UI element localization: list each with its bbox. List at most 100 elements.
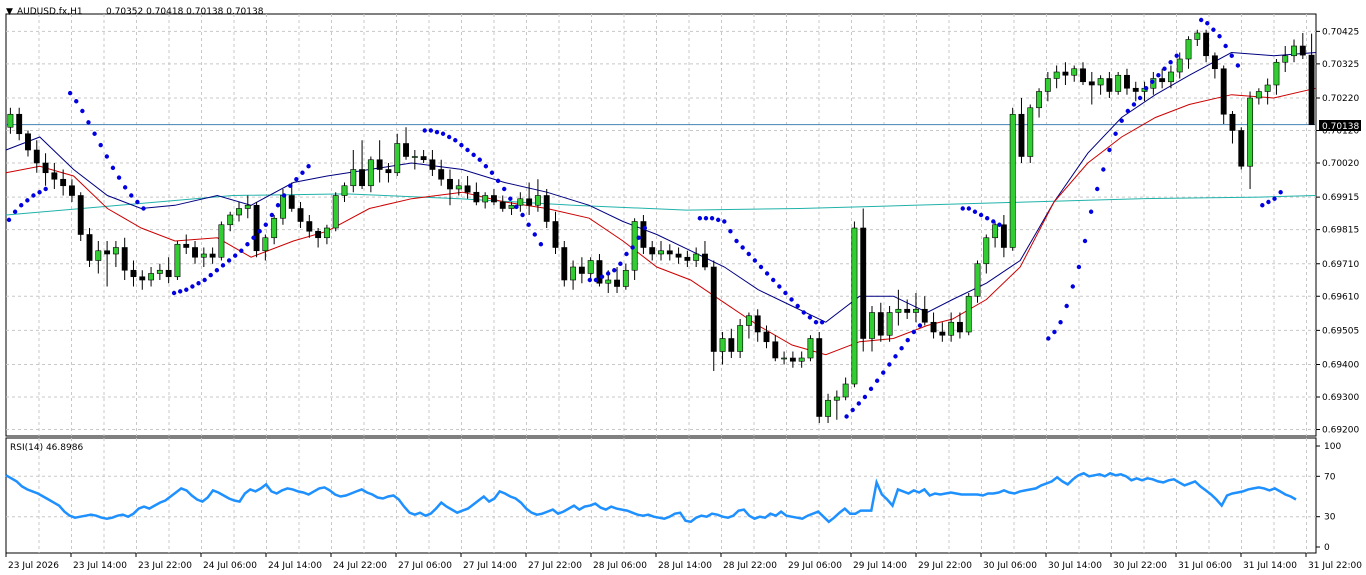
sar-dot [905,337,910,343]
price-tick-label: 0.70425 [1322,27,1359,37]
candle [192,241,198,264]
candle-body [702,253,708,268]
candle-body [1000,224,1007,248]
candle [649,241,656,261]
sar-dot [471,152,476,158]
candle-body [1044,78,1051,92]
sar-dot [1095,186,1100,192]
candle [306,215,313,238]
candle [1185,36,1192,69]
candle [1308,33,1315,125]
candle-body [306,221,313,232]
candle-body [1080,68,1086,83]
sar-dot [110,165,116,171]
time-tick-label: 24 Jul 22:00 [333,561,387,571]
candle [271,215,278,245]
price-tick-label: 0.69815 [1322,226,1359,236]
sar-dot [728,229,733,234]
candle [16,107,23,141]
candle [491,189,497,206]
candle-body [561,247,568,281]
sar-dot [984,216,990,221]
candle [578,257,585,284]
candle [499,195,506,212]
candle [200,247,207,267]
candle-body [798,357,805,362]
sar-dot [850,407,855,413]
candle [394,133,401,176]
candle-body [877,312,884,336]
candle [367,156,374,193]
candle [1106,72,1113,98]
candle [904,299,911,319]
candle-body [640,221,647,248]
candle [51,163,58,189]
sar-dot [1174,53,1179,58]
candle-body [983,237,990,265]
candle [614,267,620,293]
candle [1159,68,1166,89]
candle-body [1097,78,1104,86]
candle [7,107,14,134]
candle-body [253,204,260,252]
candle [825,393,831,423]
candle [482,192,489,209]
sar-dot [177,289,183,294]
symbol-dropdown-icon[interactable]: ▼ [6,7,13,17]
candle-body [930,321,937,333]
sar-dot [446,134,452,140]
sar-dot [960,206,965,211]
candle [1071,65,1078,82]
candle [526,182,533,215]
candle-body [86,234,93,261]
candle [702,241,708,271]
candle [816,332,823,423]
sar-dot [1235,63,1241,68]
candle [974,260,981,303]
sar-dot [489,170,495,175]
sar-dot [593,277,599,283]
sar-dot [881,370,886,375]
candle [1027,104,1034,163]
candle-body [7,113,14,128]
candle [886,306,893,342]
candle [754,309,761,342]
candle [1282,46,1289,72]
candle-body [60,178,67,187]
time-tick-label: 28 Jul 06:00 [593,561,647,571]
candle-body [869,312,875,339]
candle [517,192,524,212]
candle-body [1194,32,1201,40]
sar-dot [1198,17,1204,23]
candle [737,319,744,358]
sar-dot [887,362,892,367]
candle [1132,81,1139,102]
candle [640,215,647,254]
candle [95,241,102,274]
candle-body [1299,45,1306,56]
main-panel-frame [5,13,1317,437]
candle [1000,215,1007,258]
sar-dot [917,323,923,328]
price-tick-label: 0.70020 [1322,159,1359,169]
candle [218,221,225,261]
ohlc-label: 0.70352 0.70418 0.70138 0.70138 [106,7,264,17]
candle [1124,68,1130,95]
time-tick-label: 23 Jul 22:00 [138,561,192,571]
candle [464,176,471,199]
sar-dot [752,258,758,263]
candle [693,247,700,267]
sar-dot [1052,329,1057,335]
candle-body [675,253,682,258]
sar-dot [239,248,244,253]
candle-body [833,396,840,401]
candle-body [781,357,788,360]
candle-body [1071,68,1078,76]
candle-body [921,308,928,323]
candle-body [148,273,155,281]
candle [253,202,260,258]
sar-dot [1076,264,1082,270]
current-price-tag [1319,120,1361,131]
candle [438,159,445,186]
candlesticks[interactable] [7,29,1315,423]
